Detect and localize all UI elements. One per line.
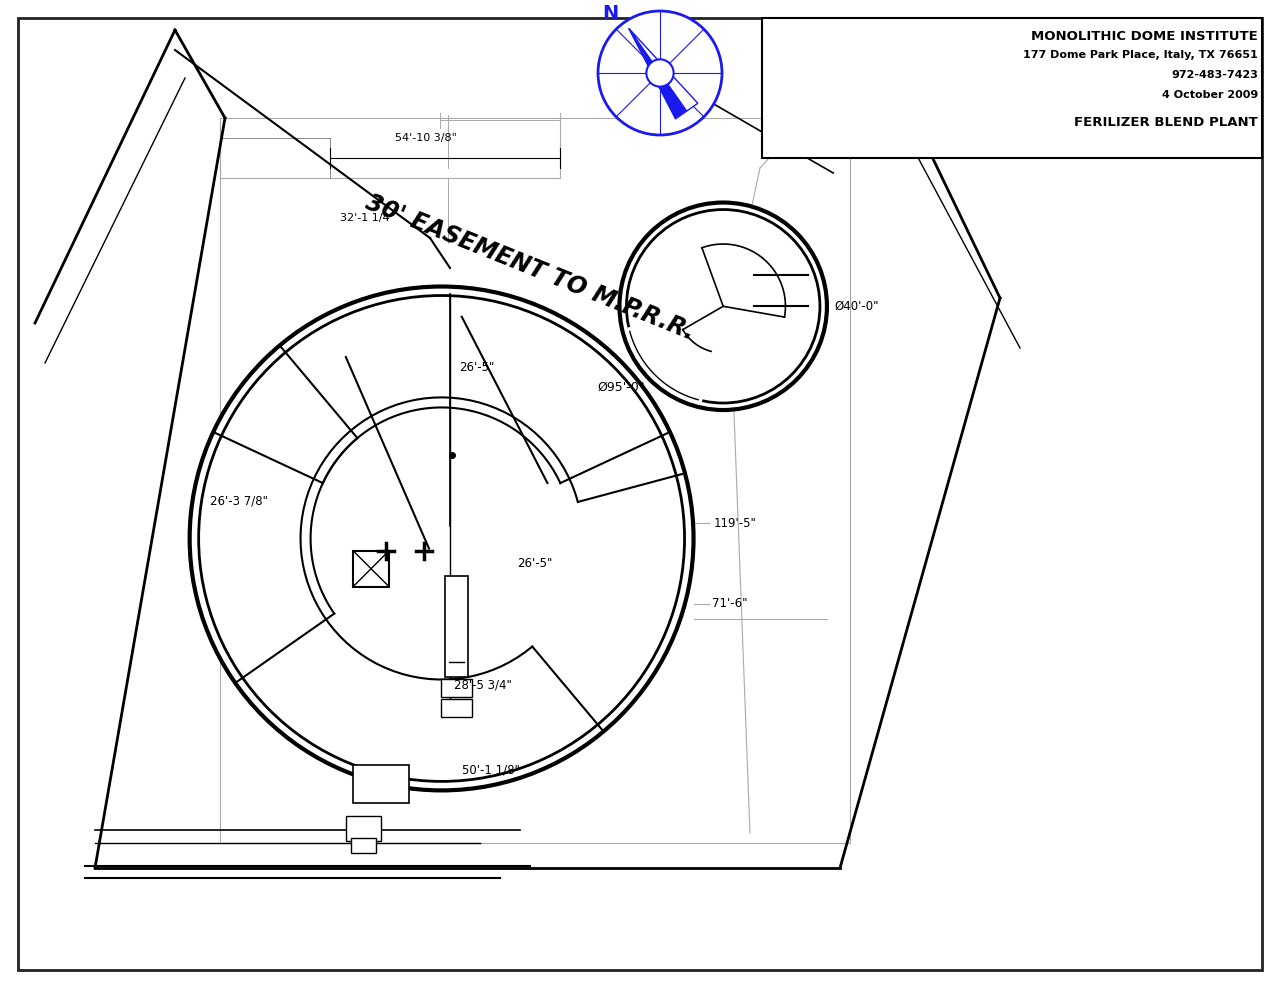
Text: 119'-5": 119'-5" (713, 517, 756, 530)
Text: 28'-5 3/4": 28'-5 3/4" (454, 678, 512, 691)
Text: 972-483-7423: 972-483-7423 (1171, 70, 1258, 80)
Bar (448, 394, 466, 785)
Text: Ø95'-0": Ø95'-0" (598, 380, 645, 394)
Text: 26'-3 7/8": 26'-3 7/8" (210, 494, 268, 507)
Polygon shape (628, 29, 686, 119)
Bar (445, 576, 468, 677)
Circle shape (620, 203, 827, 410)
Text: 26'-5": 26'-5" (460, 361, 494, 373)
Text: 26'-5": 26'-5" (517, 557, 553, 570)
Text: 32'-1 1/4": 32'-1 1/4" (340, 213, 394, 223)
Text: FERILIZER BLEND PLANT: FERILIZER BLEND PLANT (1074, 116, 1258, 129)
Bar (762, 18, 1262, 158)
Bar (351, 838, 376, 854)
Polygon shape (353, 551, 389, 587)
Bar (442, 699, 472, 716)
Text: 71'-6": 71'-6" (712, 598, 748, 611)
Circle shape (626, 209, 820, 403)
Text: 54'-10 3/8": 54'-10 3/8" (396, 133, 457, 143)
Text: Ø40'-0": Ø40'-0" (835, 299, 879, 313)
Circle shape (646, 59, 673, 87)
Text: 50'-1 1/8": 50'-1 1/8" (462, 764, 520, 777)
Circle shape (598, 11, 722, 135)
Circle shape (198, 295, 685, 782)
Text: N: N (603, 4, 618, 23)
Polygon shape (628, 29, 698, 111)
Bar (353, 765, 408, 803)
Text: MONOLITHIC DOME INSTITUTE: MONOLITHIC DOME INSTITUTE (1032, 30, 1258, 43)
Text: 30' EASEMENT TO M.P.R.R.: 30' EASEMENT TO M.P.R.R. (362, 191, 698, 345)
Bar (442, 679, 472, 697)
Text: 4 October 2009: 4 October 2009 (1162, 90, 1258, 100)
Bar (346, 815, 381, 841)
Circle shape (189, 287, 694, 790)
Text: 177 Dome Park Place, Italy, TX 76651: 177 Dome Park Place, Italy, TX 76651 (1023, 50, 1258, 60)
